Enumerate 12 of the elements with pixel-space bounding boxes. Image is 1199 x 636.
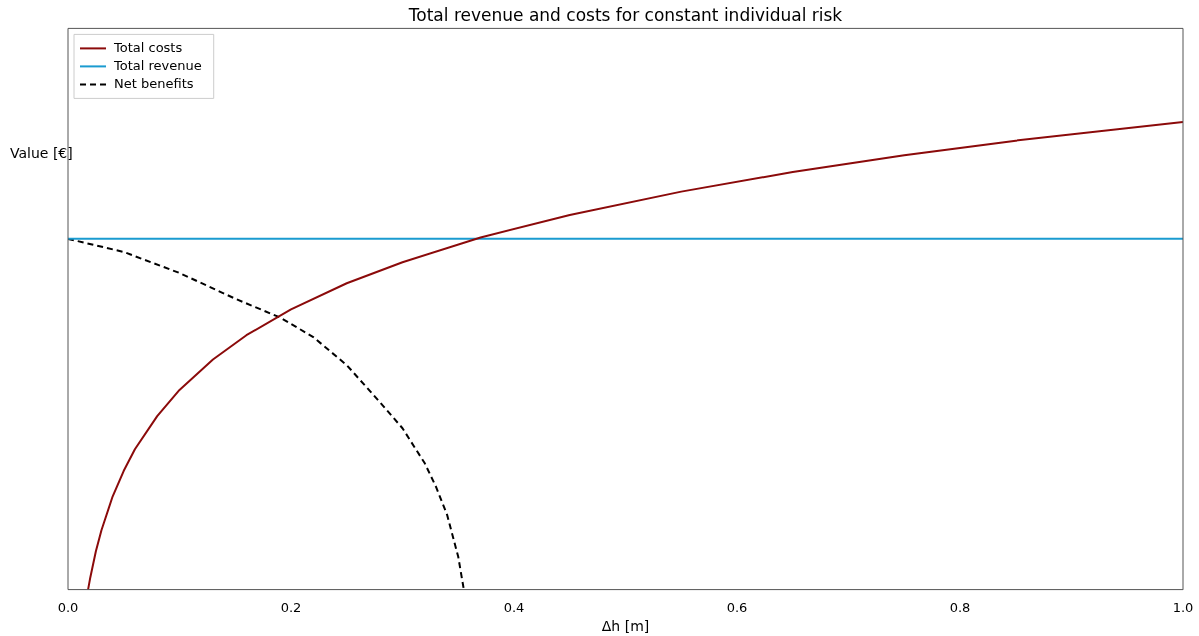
legend-label: Net benefits xyxy=(114,75,194,91)
x-tick-label: 0.2 xyxy=(280,599,302,615)
legend-label: Total revenue xyxy=(113,57,202,73)
x-tick-label: 0.0 xyxy=(57,599,79,615)
x-tick-label: 0.4 xyxy=(503,599,525,615)
x-tick-label: 0.6 xyxy=(726,599,748,615)
x-axis-title: Δh [m] xyxy=(601,618,650,635)
x-tick-label: 1.0 xyxy=(1172,599,1194,615)
y-axis-title: Value [€] xyxy=(10,145,73,161)
x-tick-label: 0.8 xyxy=(949,599,971,615)
legend-label: Total costs xyxy=(113,39,183,55)
chart-title: Total revenue and costs for constant individual risk xyxy=(407,4,843,25)
